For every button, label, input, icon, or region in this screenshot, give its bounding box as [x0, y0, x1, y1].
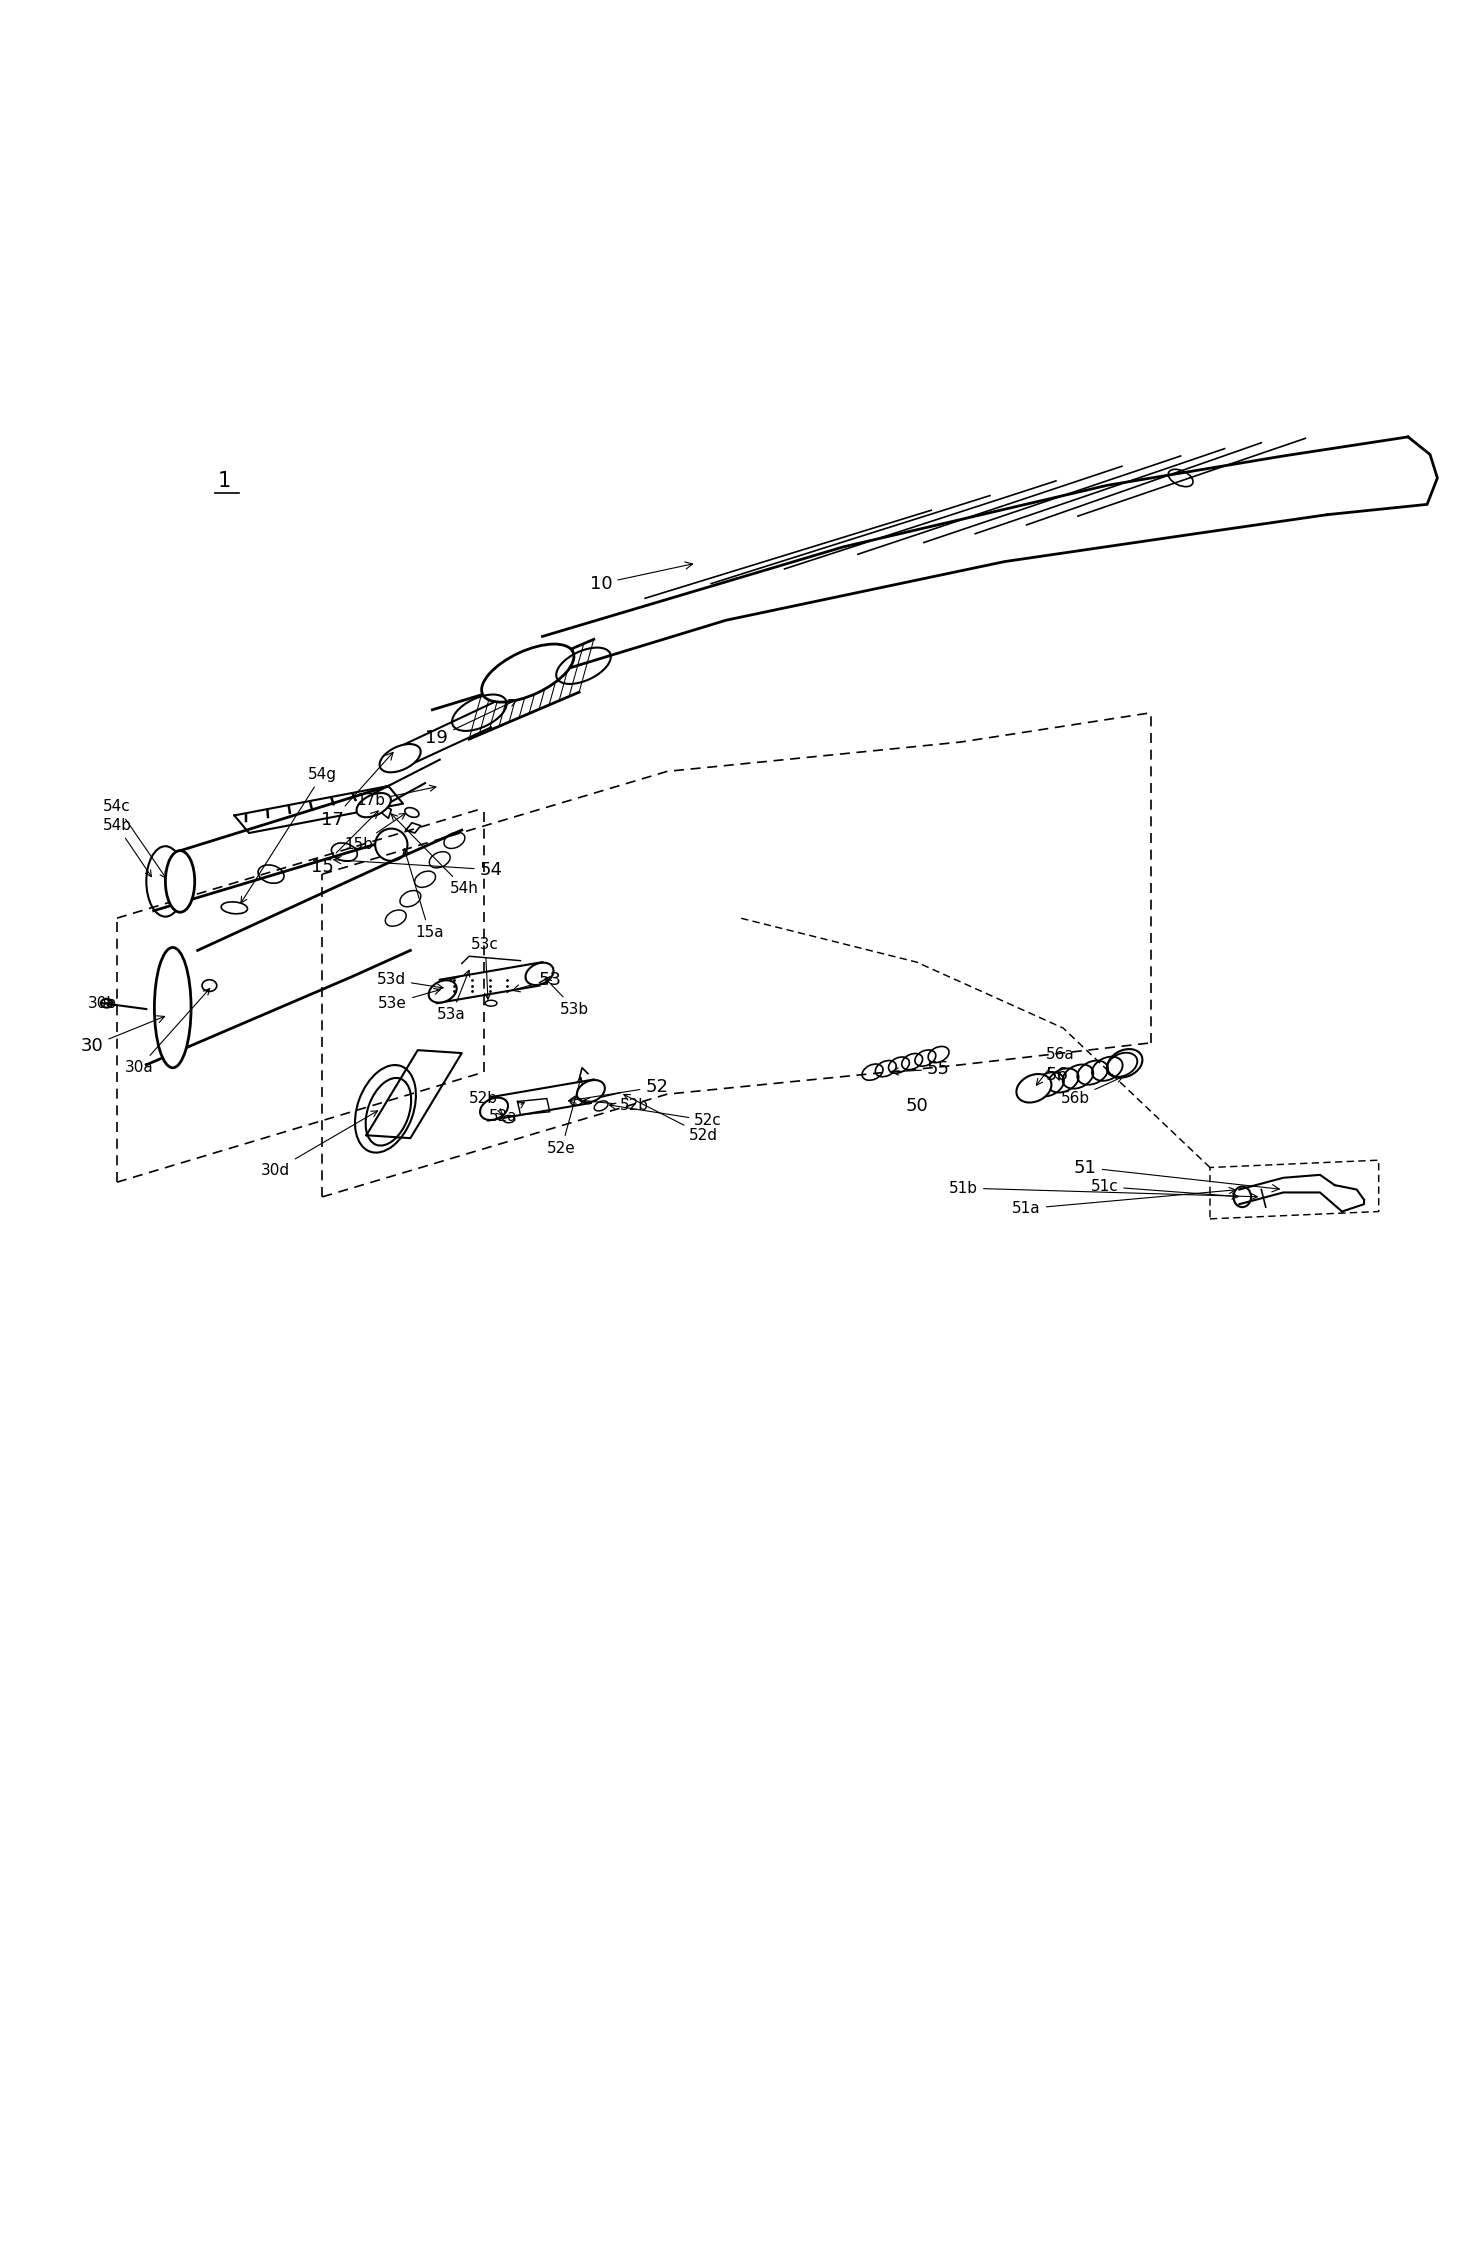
Text: 53b: 53b	[545, 977, 589, 1016]
Text: 30b: 30b	[87, 995, 117, 1011]
Ellipse shape	[481, 645, 575, 701]
Text: 1: 1	[218, 472, 231, 490]
Text: 56b: 56b	[1060, 1076, 1123, 1106]
Text: 50: 50	[905, 1097, 929, 1115]
Text: 15a: 15a	[403, 849, 444, 939]
Text: 30a: 30a	[124, 989, 210, 1076]
Ellipse shape	[357, 793, 391, 818]
Text: 52c: 52c	[610, 1103, 723, 1128]
Text: 10: 10	[589, 562, 693, 593]
Ellipse shape	[480, 1097, 508, 1119]
Text: 17: 17	[321, 753, 392, 829]
Text: 54c: 54c	[104, 800, 166, 879]
Text: 54: 54	[333, 856, 502, 879]
Text: 53d: 53d	[376, 973, 443, 991]
Text: 30: 30	[80, 1016, 164, 1054]
Text: 52d: 52d	[624, 1094, 718, 1144]
Text: 52b: 52b	[584, 1099, 649, 1115]
Text: 51b: 51b	[949, 1180, 1257, 1200]
Text: 54h: 54h	[391, 813, 480, 897]
Text: 30d: 30d	[261, 1110, 378, 1177]
Text: 56a: 56a	[1037, 1047, 1075, 1085]
Text: 53a: 53a	[437, 971, 469, 1022]
Ellipse shape	[154, 948, 191, 1067]
Text: 52b: 52b	[469, 1092, 502, 1115]
Text: 53c: 53c	[471, 937, 499, 1000]
Text: 51a: 51a	[1013, 1186, 1235, 1216]
Text: 53e: 53e	[378, 989, 440, 1011]
Text: 56: 56	[1046, 1065, 1069, 1083]
Text: 52: 52	[569, 1079, 668, 1103]
Text: 52a: 52a	[489, 1103, 524, 1124]
Text: 53: 53	[512, 971, 561, 991]
Text: 54g: 54g	[241, 766, 336, 903]
Text: 19: 19	[425, 699, 517, 746]
Text: 17b: 17b	[357, 784, 435, 809]
Ellipse shape	[166, 852, 194, 912]
Text: 54b: 54b	[102, 818, 151, 876]
Text: 55: 55	[892, 1061, 949, 1079]
Ellipse shape	[428, 980, 456, 1002]
Ellipse shape	[1016, 1074, 1052, 1103]
Text: 51: 51	[1074, 1159, 1280, 1191]
Text: 52e: 52e	[546, 1079, 582, 1155]
Text: 15b: 15b	[345, 813, 406, 852]
Text: 15: 15	[311, 811, 378, 876]
Text: 51c: 51c	[1090, 1180, 1238, 1200]
Ellipse shape	[379, 744, 421, 773]
